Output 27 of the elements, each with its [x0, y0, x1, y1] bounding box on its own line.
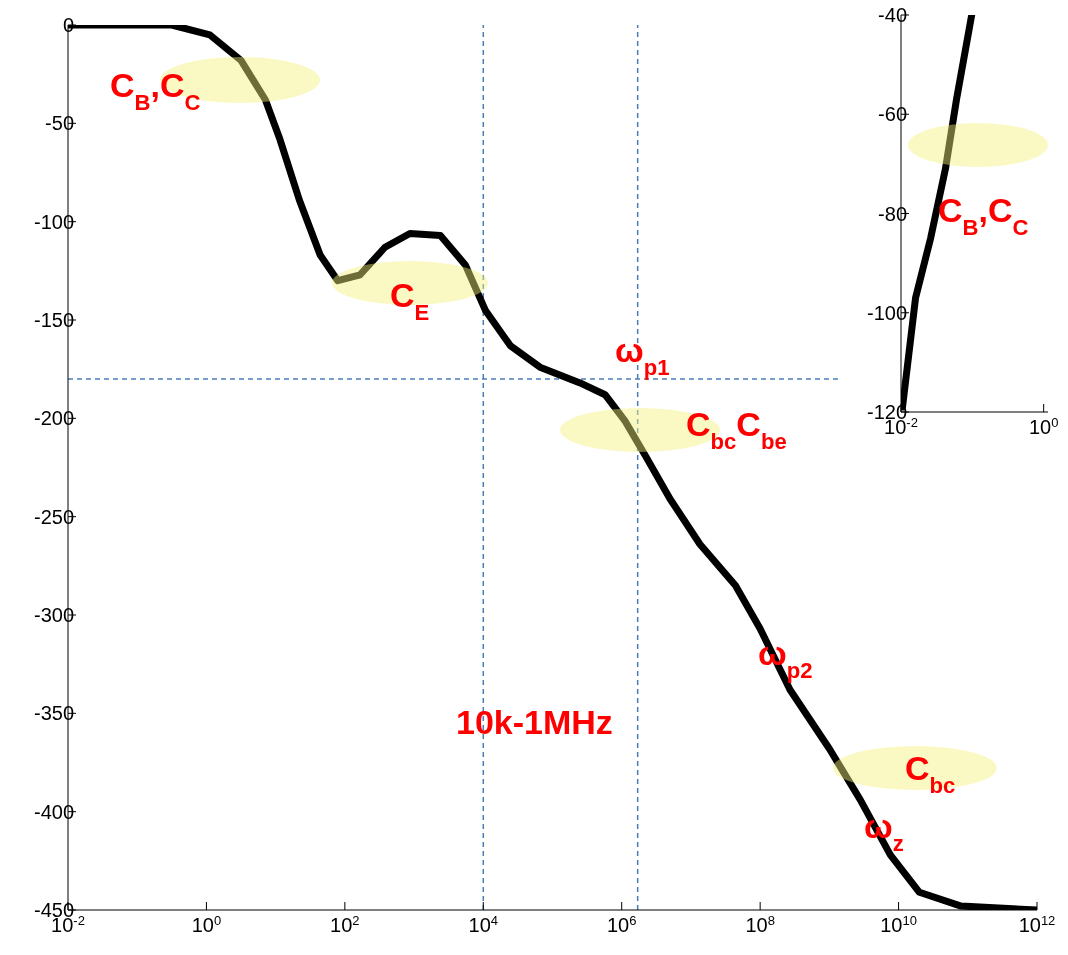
x-tick-label: 10$^{8}$: [745, 912, 775, 936]
annotation: ω$_{p1}$: [615, 331, 670, 380]
y-tick-label: -80: [878, 202, 907, 225]
annotation: C$_{B}$,C$_{C}$: [938, 191, 1029, 240]
x-tick-label: 10$^{2}$: [330, 912, 360, 936]
annotation: C$_{E}$: [390, 276, 430, 325]
y-tick-label: -60: [878, 103, 907, 126]
y-tick-label: -50: [45, 112, 74, 135]
y-tick-label: -300: [33, 604, 74, 626]
y-tick-label: -100: [33, 210, 74, 233]
x-tick-label: 10$^{12}$: [1018, 912, 1056, 936]
x-tick-label: 10$^{10}$: [880, 912, 917, 936]
x-tick-label: 10$^{6}$: [606, 912, 637, 936]
y-tick-label: -200: [33, 407, 74, 430]
y-tick-label: -350: [33, 702, 74, 725]
annotation: C$_{bc}$: [905, 749, 956, 798]
y-tick-label: -250: [33, 505, 74, 528]
annotation: C$_{B}$,C$_{C}$: [110, 66, 201, 115]
y-tick-label: -150: [33, 309, 74, 331]
y-tick-label: -400: [33, 800, 74, 823]
x-tick-label: 10$^{4}$: [468, 912, 499, 936]
x-tick-label: 10$^{0}$: [191, 912, 222, 936]
x-tick-label: 10$^{0}$: [1028, 414, 1059, 438]
annotation: C$_{bc}$C$_{be}$: [686, 405, 787, 454]
annotation: 10k-1MHz: [456, 703, 613, 741]
y-tick-label: -40: [878, 4, 907, 26]
y-tick-label: -100: [866, 301, 907, 324]
